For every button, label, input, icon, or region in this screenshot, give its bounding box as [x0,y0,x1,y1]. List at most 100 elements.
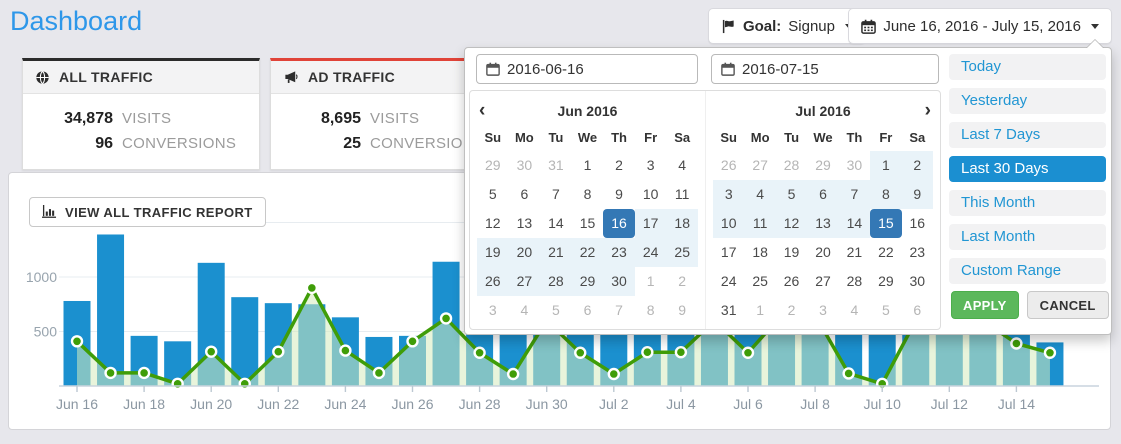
day-cell[interactable]: 18 [666,209,698,238]
day-cell[interactable]: 3 [713,180,745,209]
day-cell[interactable]: 2 [615,157,623,173]
day-cell[interactable]: 2 [901,151,933,180]
day-cell[interactable]: 7 [838,180,871,209]
range-option-yesterday[interactable]: Yesterday [949,88,1106,114]
range-option-last-30-days[interactable]: Last 30 Days [949,156,1106,182]
day-cell[interactable]: 29 [878,273,894,289]
day-cell[interactable]: 28 [846,273,863,289]
prev-month-button[interactable]: ‹ [479,100,486,121]
day-cell[interactable]: 31 [548,157,564,173]
day-cell[interactable]: 21 [846,244,863,260]
day-cell[interactable]: 20 [508,238,541,267]
day-cell[interactable]: 13 [807,209,839,238]
day-cell[interactable]: 1 [646,273,655,289]
day-cell[interactable]: 26 [477,267,509,296]
day-cell[interactable]: 17 [634,209,667,238]
day-cell[interactable]: 6 [583,302,592,318]
day-cell[interactable]: 5 [775,180,808,209]
range-option-this-month[interactable]: This Month [949,190,1106,216]
next-month-button[interactable]: › [924,100,931,121]
day-cell[interactable]: 13 [516,215,533,231]
day-cell[interactable]: 3 [488,302,497,318]
day-cell[interactable]: 11 [674,186,690,202]
day-cell[interactable]: 6 [913,302,922,318]
day-cell[interactable]: 27 [815,273,831,289]
day-cell[interactable]: 22 [571,238,604,267]
day-cell[interactable]: 20 [815,244,831,260]
range-option-today[interactable]: Today [949,54,1106,80]
range-option-last-7-days[interactable]: Last 7 Days [949,122,1106,148]
day-cell[interactable]: 3 [819,302,827,318]
day-cell[interactable]: 11 [744,209,776,238]
day-cell[interactable]: 16 [909,215,926,231]
day-cell[interactable]: 14 [548,215,564,231]
day-cell[interactable]: 25 [752,273,768,289]
day-cell[interactable]: 19 [477,238,509,267]
day-cell[interactable]: 29 [484,157,501,173]
day-cell[interactable]: 12 [484,215,501,231]
apply-button[interactable]: APPLY [951,291,1019,319]
day-cell[interactable]: 3 [646,157,655,173]
view-all-traffic-report-button[interactable]: VIEW ALL TRAFFIC REPORT [29,197,266,227]
day-cell[interactable]: 10 [642,186,659,202]
day-cell[interactable]: 5 [552,302,560,318]
day-cell[interactable]: 8 [870,180,902,209]
day-cell[interactable]: 15 [579,215,596,231]
day-cell[interactable]: 29 [815,157,831,173]
range-option-custom-range[interactable]: Custom Range [949,258,1106,284]
day-cell[interactable]: 1 [583,157,592,173]
day-cell[interactable]: 4 [678,157,687,173]
day-cell[interactable]: 4 [520,302,529,318]
day-cell[interactable]: 10 [713,209,745,238]
day-cell[interactable]: 21 [540,238,572,267]
day-cell[interactable]: 28 [540,267,572,296]
day-cell[interactable]: 4 [850,302,859,318]
day-cell[interactable]: 30 [846,157,863,173]
range-option-last-month[interactable]: Last Month [949,224,1106,250]
day-cell[interactable]: 27 [752,157,768,173]
day-cell[interactable]: 28 [783,157,800,173]
day-cell[interactable]: 6 [807,180,839,209]
day-cell[interactable]: 26 [720,157,737,173]
day-cell[interactable]: 30 [516,157,533,173]
day-cell[interactable]: 18 [752,244,768,260]
day-cell[interactable]: 23 [603,238,635,267]
end-date-input[interactable] [742,60,929,78]
day-cell[interactable]: 6 [520,186,529,202]
day-cell[interactable]: 2 [678,273,687,289]
day-cell[interactable]: 30 [603,267,635,296]
day-cell[interactable]: 4 [744,180,776,209]
day-cell[interactable]: 5 [881,302,890,318]
day-cell[interactable]: 7 [552,186,560,202]
day-cell[interactable]: 8 [646,302,655,318]
day-cell[interactable]: 14 [838,209,871,238]
day-cell[interactable]: 8 [583,186,592,202]
day-cell[interactable]: 2 [787,302,796,318]
goal-dropdown-button[interactable]: Goal: Signup [707,8,866,44]
day-cell[interactable]: 24 [634,238,667,267]
day-cell[interactable]: 5 [488,186,497,202]
day-cell[interactable]: 19 [783,244,800,260]
cancel-button[interactable]: CANCEL [1026,291,1109,319]
day-cell[interactable]: 27 [508,267,541,296]
day-cell[interactable]: 9 [678,302,687,318]
day-cell[interactable]: 1 [870,151,902,180]
day-cell[interactable]: 31 [720,302,737,318]
day-cell[interactable]: 24 [720,273,737,289]
day-cell[interactable]: 16 [603,209,635,238]
day-cell[interactable]: 30 [909,273,926,289]
start-date-input[interactable] [507,60,688,78]
day-cell[interactable]: 9 [901,180,933,209]
day-cell[interactable]: 17 [720,244,737,260]
day-cell[interactable]: 22 [878,244,894,260]
day-cell[interactable]: 1 [756,302,765,318]
date-range-button[interactable]: June 16, 2016 - July 15, 2016 [848,8,1112,44]
day-cell[interactable]: 29 [571,267,604,296]
day-cell[interactable]: 25 [666,238,698,267]
day-cell[interactable]: 12 [775,209,808,238]
day-cell[interactable]: 26 [783,273,800,289]
day-cell[interactable]: 23 [909,244,926,260]
day-cell[interactable]: 9 [615,186,623,202]
day-cell[interactable]: 15 [870,209,902,238]
day-cell[interactable]: 7 [615,302,623,318]
